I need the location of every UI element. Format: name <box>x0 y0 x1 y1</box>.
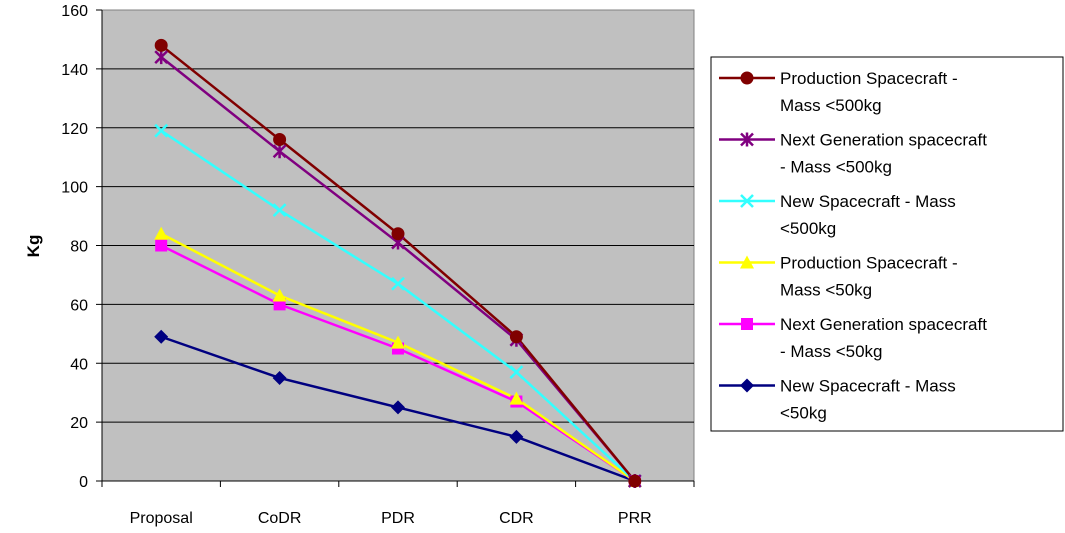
x-tick-label: CoDR <box>258 510 302 527</box>
data-point <box>391 227 405 241</box>
legend-label: Production Spacecraft - <box>780 254 958 273</box>
x-tick-label: PRR <box>618 510 652 527</box>
y-tick-label: 120 <box>61 121 88 138</box>
y-tick-label: 20 <box>70 415 88 432</box>
legend-label: Next Generation spacecraft <box>780 315 987 334</box>
y-tick-label: 80 <box>70 239 88 256</box>
data-point <box>155 239 168 252</box>
y-tick-label: 160 <box>61 3 88 20</box>
y-tick-label: 40 <box>70 356 88 373</box>
y-tick-label: 0 <box>79 474 88 491</box>
legend-label: - Mass <50kg <box>780 342 883 361</box>
data-point <box>391 335 405 349</box>
data-point <box>154 226 169 240</box>
legend-marker <box>740 378 754 393</box>
data-point <box>391 276 405 291</box>
data-point <box>154 50 169 65</box>
legend-marker <box>740 71 754 85</box>
legend-marker <box>741 318 753 330</box>
legend-label: - Mass <500kg <box>780 158 892 177</box>
y-tick-label: 100 <box>61 180 88 197</box>
data-point <box>509 391 524 405</box>
y-axis-label: Kg <box>24 235 43 258</box>
legend-label: New Spacecraft - Mass <box>780 192 956 211</box>
y-tick-label: 140 <box>61 62 88 79</box>
data-point <box>628 474 642 488</box>
data-point <box>273 133 287 147</box>
data-point <box>272 144 287 159</box>
data-point <box>509 365 524 379</box>
data-point <box>154 123 169 138</box>
data-point <box>272 203 287 218</box>
data-point <box>391 400 405 415</box>
legend-label: Mass <50kg <box>780 281 872 300</box>
data-point <box>154 329 169 344</box>
legend-box <box>710 56 1064 432</box>
x-tick-label: Proposal <box>130 510 193 527</box>
data-point <box>272 370 287 385</box>
legend-marker <box>740 132 754 147</box>
legend: Production Spacecraft - Mass <500kg Next G… <box>710 56 1064 432</box>
legend-marker <box>740 194 754 208</box>
x-tick-label: CDR <box>499 510 534 527</box>
legend-label: <50kg <box>780 404 827 423</box>
legend-label: Production Spacecraft - <box>780 69 958 88</box>
legend-label: New Spacecraft - Mass <box>780 377 956 396</box>
legend-marker <box>740 255 754 269</box>
data-point <box>154 38 168 52</box>
legend-label: Next Generation spacecraft <box>780 131 987 150</box>
x-tick-label: PDR <box>381 510 415 527</box>
legend-label: <500kg <box>780 219 836 238</box>
y-tick-label: 60 <box>70 297 88 314</box>
data-point <box>509 330 523 344</box>
data-point <box>272 288 287 302</box>
data-point <box>509 429 524 444</box>
legend-label: Mass <500kg <box>780 96 882 115</box>
